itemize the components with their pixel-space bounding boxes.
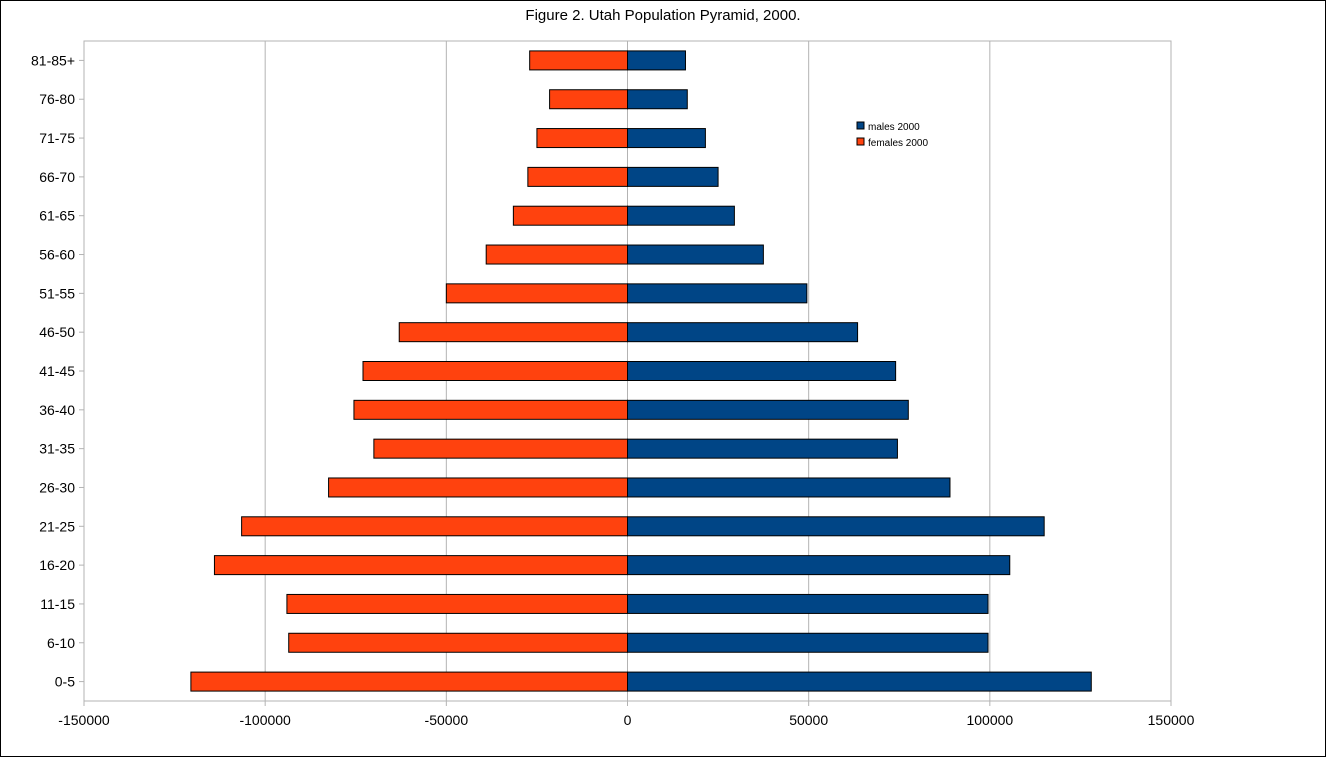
bar-females bbox=[527, 166, 629, 187]
bar-males bbox=[627, 361, 897, 381]
legend-swatch-males bbox=[856, 121, 865, 130]
bar-males bbox=[627, 50, 686, 71]
bar-males bbox=[627, 128, 706, 149]
x-tick-label: -100000 bbox=[239, 712, 291, 728]
bar-males bbox=[627, 477, 951, 498]
bar-females bbox=[362, 361, 628, 381]
bar-females bbox=[485, 244, 628, 265]
y-tick-label: 6-10 bbox=[47, 635, 75, 651]
bar-males bbox=[627, 205, 735, 226]
bar-females bbox=[536, 128, 629, 149]
x-tick-label: 50000 bbox=[789, 712, 828, 728]
x-tick-label: 150000 bbox=[1148, 712, 1195, 728]
x-tick-label: 100000 bbox=[966, 712, 1013, 728]
bar-females bbox=[373, 438, 628, 459]
y-tick-label: 16-20 bbox=[39, 557, 75, 573]
bar-males bbox=[627, 555, 1011, 576]
bar-males bbox=[627, 516, 1045, 537]
bar-males bbox=[627, 399, 909, 420]
bar-females bbox=[353, 399, 628, 420]
bar-females bbox=[213, 555, 628, 576]
bar-males bbox=[627, 89, 688, 110]
bar-females bbox=[512, 205, 628, 226]
y-tick-label: 66-70 bbox=[39, 169, 75, 185]
y-tick-label: 46-50 bbox=[39, 324, 75, 340]
y-tick-label: 0-5 bbox=[55, 674, 75, 690]
legend-label-females: females 2000 bbox=[868, 138, 928, 149]
y-tick-label: 21-25 bbox=[39, 518, 75, 534]
y-tick-label: 76-80 bbox=[39, 91, 75, 107]
bar-males bbox=[627, 438, 898, 459]
bars bbox=[190, 50, 1092, 692]
bar-females bbox=[398, 322, 629, 343]
legend-swatch-females bbox=[856, 137, 865, 146]
bar-males bbox=[627, 593, 989, 614]
y-tick-label: 31-35 bbox=[39, 441, 75, 457]
y-tick-label: 61-65 bbox=[39, 208, 75, 224]
y-tick-label: 41-45 bbox=[39, 363, 75, 379]
y-tick-label: 26-30 bbox=[39, 479, 75, 495]
bar-females bbox=[286, 593, 628, 614]
bar-females bbox=[529, 50, 628, 71]
bar-females bbox=[190, 671, 628, 692]
bar-males bbox=[627, 283, 808, 304]
axes: -150000 -100000 -50000 0 50000 100000 150000 0-… bbox=[31, 52, 1195, 728]
x-tick-label: 0 bbox=[624, 712, 632, 728]
y-tick-label: 56-60 bbox=[39, 247, 75, 263]
bar-males bbox=[627, 671, 1092, 692]
bar-females bbox=[328, 477, 628, 498]
bar-males bbox=[627, 244, 764, 265]
x-tick-label: -150000 bbox=[58, 712, 110, 728]
legend: males 2000 females 2000 bbox=[856, 121, 928, 149]
y-tick-label: 81-85+ bbox=[31, 52, 75, 68]
y-tick-label: 11-15 bbox=[40, 596, 75, 612]
chart-title: Figure 2. Utah Population Pyramid, 2000. bbox=[525, 7, 801, 24]
x-tick-label: -50000 bbox=[425, 712, 469, 728]
bar-males bbox=[627, 632, 989, 653]
legend-label-males: males 2000 bbox=[868, 122, 920, 133]
y-tick-label: 51-55 bbox=[39, 285, 75, 301]
bar-males bbox=[627, 166, 719, 187]
y-tick-label: 71-75 bbox=[39, 130, 75, 146]
y-tick-label: 36-40 bbox=[39, 402, 75, 418]
bar-females bbox=[549, 89, 628, 110]
bar-females bbox=[241, 516, 629, 537]
bar-females bbox=[445, 283, 629, 304]
bar-males bbox=[627, 322, 859, 343]
bar-females bbox=[288, 632, 628, 653]
